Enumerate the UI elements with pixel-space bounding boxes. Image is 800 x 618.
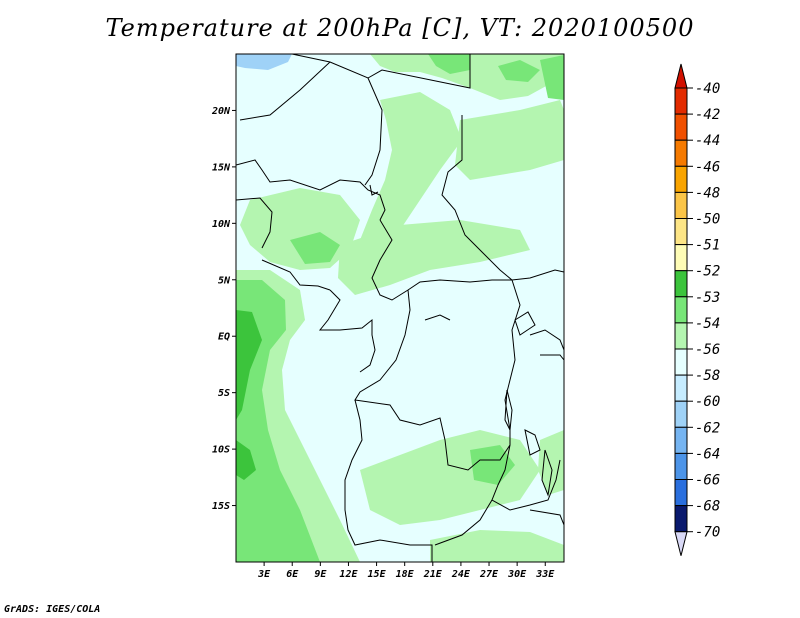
contour-minus52-coast (236, 310, 262, 420)
lon-tick-label: 6E (286, 569, 299, 580)
colorbar-label: -60 (695, 394, 720, 410)
colorbar-label: -54 (695, 316, 720, 332)
contour-minus54-south-2 (430, 530, 564, 562)
colorbar-label: -66 (695, 473, 720, 489)
colorbar-box (674, 452, 688, 480)
lat-tick-label: 5N (218, 275, 231, 286)
colorbar-box (674, 270, 688, 298)
lat-tick-label: 15N (212, 162, 231, 173)
map-frame (235, 53, 565, 563)
colorbar-label: -44 (695, 133, 720, 149)
credit-label: GrADS: IGES/COLA (4, 604, 101, 615)
colorbar-box (674, 400, 688, 428)
colorbar-label: -46 (695, 159, 720, 175)
colorbar-label: -51 (695, 238, 720, 254)
contour-minus53-north (428, 54, 470, 74)
contour-minus58-patch (236, 54, 292, 70)
colorbar-label: -58 (695, 368, 720, 384)
colorbar-label: -50 (695, 212, 720, 228)
lat-tick-label: EQ (218, 332, 230, 343)
longitude-axis: 3E 6E 9E 12E 15E 18E 21E 24E 27E 30E 33E (257, 562, 555, 580)
colorbar-label: -68 (695, 499, 720, 515)
colorbar-box (674, 191, 688, 219)
colorbar-box (674, 348, 688, 376)
contour-minus54-east-2 (538, 430, 564, 495)
contour-minus54-band (360, 92, 462, 250)
contour-minus53-west (290, 232, 340, 264)
lon-tick-label: 30E (507, 569, 527, 580)
lon-tick-label: 21E (423, 569, 443, 580)
colorbar-bottom-cap (674, 531, 688, 556)
colorbar-label: -62 (695, 420, 720, 436)
colorbar-box (674, 87, 688, 115)
lon-tick-label: 15E (368, 569, 387, 580)
contour-minus54-central (338, 220, 530, 295)
lat-tick-label: 20N (211, 106, 231, 117)
lon-tick-label: 18E (396, 569, 415, 580)
contour-minus53-ne (540, 55, 564, 100)
colorbar-box (674, 426, 688, 454)
contour-minus52-coast-2 (236, 440, 256, 480)
lakes (369, 184, 553, 497)
lat-tick-label: 10N (212, 219, 231, 230)
colorbar-label: -56 (695, 342, 720, 358)
colorbar-box (674, 113, 688, 141)
contour-minus53-north-2 (498, 60, 540, 82)
colorbar-label: -64 (695, 446, 720, 462)
colorbar-box (674, 244, 688, 272)
lat-tick-label: 5S (218, 388, 230, 399)
colorbar-top-cap (674, 63, 688, 89)
lat-tick-label: 10S (212, 445, 230, 456)
latitude-axis: 20N 15N 10N 5N EQ 5S 10S 15S (211, 106, 236, 512)
temperature-field (236, 54, 564, 562)
colorbar-label: -70 (695, 525, 720, 541)
lon-tick-label: 24E (451, 569, 471, 580)
country-boundaries (236, 54, 564, 562)
colorbar-label: -52 (695, 264, 720, 280)
colorbar: -40 -42 -44 -46 -48 -50 -51 -52 -53 -54 -56 -58 -60 -… (674, 63, 720, 556)
colorbar-box (674, 218, 688, 246)
lon-tick-label: 33E (535, 569, 555, 580)
colorbar-box (674, 296, 688, 324)
lat-tick-label: 15S (212, 501, 230, 512)
colorbar-box (674, 505, 688, 533)
colorbar-box (674, 139, 688, 167)
lon-tick-label: 3E (257, 569, 271, 580)
lon-tick-label: 27E (479, 569, 499, 580)
colorbar-box (674, 322, 688, 350)
colorbar-label: -48 (695, 185, 720, 201)
lon-tick-label: 9E (314, 569, 327, 580)
colorbar-label: -40 (695, 81, 720, 97)
contour-minus54-east (455, 100, 564, 180)
colorbar-box (674, 165, 688, 193)
colorbar-label: -53 (695, 290, 720, 306)
figure-title: Temperature at 200hPa [C], VT: 202010050… (105, 14, 695, 42)
lon-tick-label: 12E (339, 569, 358, 580)
colorbar-box (674, 374, 688, 402)
colorbar-label: -42 (695, 107, 720, 123)
colorbar-box (674, 479, 688, 507)
